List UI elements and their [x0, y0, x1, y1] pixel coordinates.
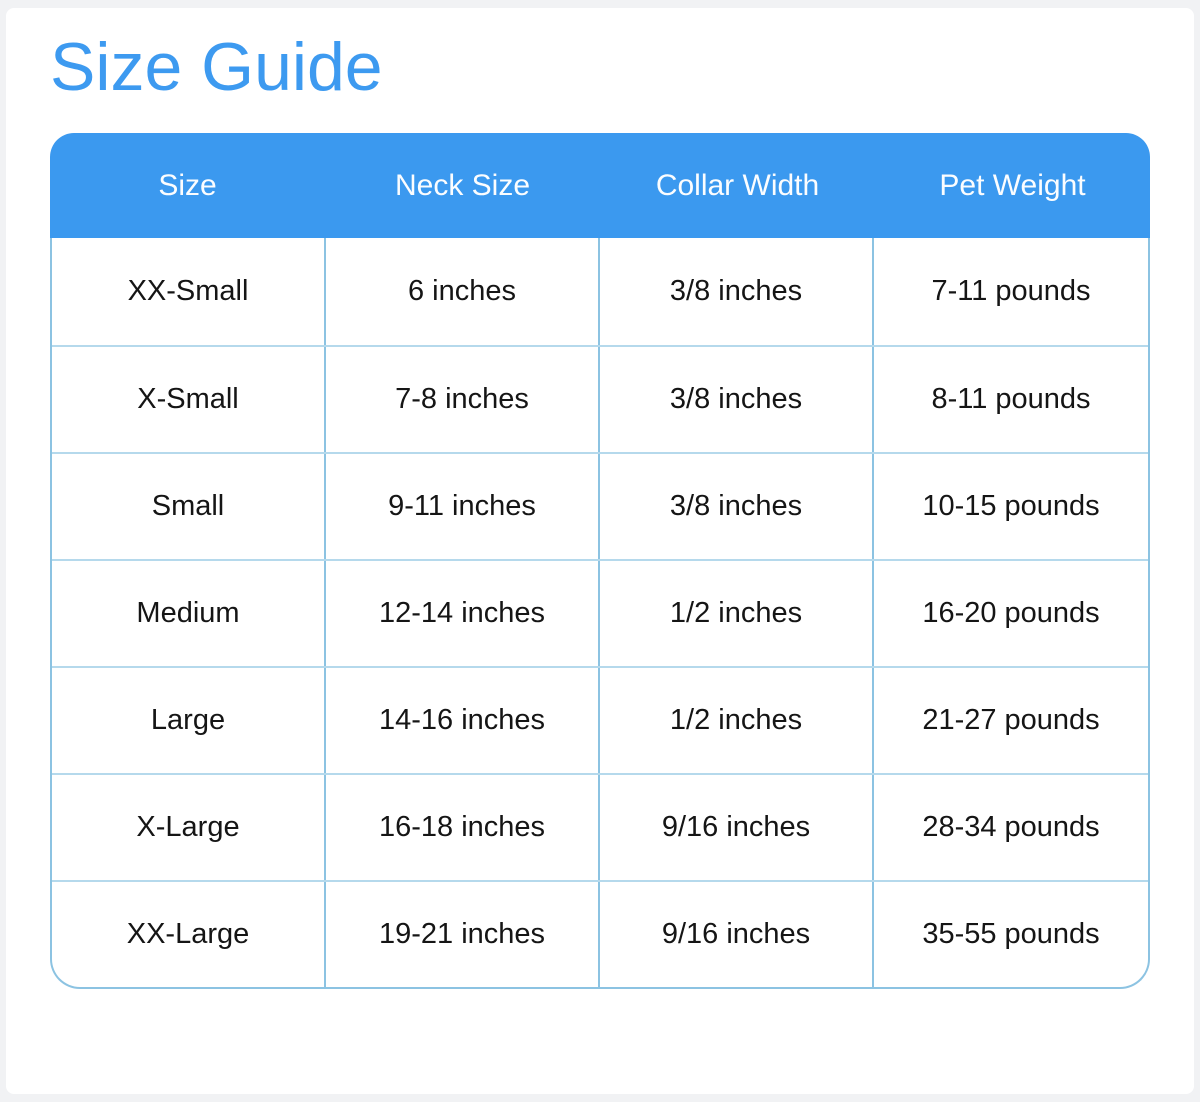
cell-collar: 9/16 inches: [600, 775, 874, 880]
cell-collar: 1/2 inches: [600, 561, 874, 666]
cell-size: XX-Large: [52, 882, 326, 987]
table-row-xx-large: XX-Large 19-21 inches 9/16 inches 35-55 …: [52, 880, 1148, 987]
cell-weight: 7-11 pounds: [931, 275, 1091, 307]
table-row-x-small: X-Small 7-8 inches 3/8 inches 8-11 pound…: [52, 345, 1148, 452]
cell-neck: 7-8 inches: [326, 347, 600, 452]
cell-collar: 3/8 inches: [600, 454, 874, 559]
header-cell-collar-width: Collar Width: [655, 168, 820, 202]
table-row-xx-small: XX-Small 6 inches 3/8 inches 7-11 pounds: [52, 238, 1148, 345]
cell-collar: 9/16 inches: [600, 882, 874, 987]
table-header-row: Size Neck Size Collar Width Pet Weight: [50, 133, 1150, 238]
cell-size: X-Small: [52, 347, 326, 452]
size-guide-table: Size Neck Size Collar Width Pet Weight X…: [50, 133, 1150, 989]
cell-collar: 1/2 inches: [600, 668, 874, 773]
cell-weight: 21-27 pounds: [922, 704, 1100, 736]
header-cell-neck-size: Neck Size: [394, 168, 531, 202]
cell-size: Medium: [52, 561, 326, 666]
cell-weight: 10-15 pounds: [922, 490, 1100, 522]
cell-neck: 14-16 inches: [326, 668, 600, 773]
cell-weight: 8-11 pounds: [931, 383, 1091, 415]
table-row-small: Small 9-11 inches 3/8 inches 10-15 pound…: [52, 452, 1148, 559]
table-body: XX-Small 6 inches 3/8 inches 7-11 pounds…: [50, 238, 1150, 989]
cell-size: XX-Small: [52, 238, 326, 345]
cell-collar: 3/8 inches: [600, 347, 874, 452]
cell-collar: 3/8 inches: [600, 238, 874, 345]
header-cell-pet-weight: Pet Weight: [939, 168, 1086, 202]
table-row-medium: Medium 12-14 inches 1/2 inches 16-20 pou…: [52, 559, 1148, 666]
cell-neck: 12-14 inches: [326, 561, 600, 666]
table-row-x-large: X-Large 16-18 inches 9/16 inches 28-34 p…: [52, 773, 1148, 880]
header-cell-size: Size: [158, 168, 217, 202]
cell-neck: 19-21 inches: [326, 882, 600, 987]
cell-weight: 35-55 pounds: [922, 918, 1100, 950]
size-guide-card: Size Guide Size Neck Size Collar Width P…: [6, 8, 1194, 1094]
cell-size: Small: [52, 454, 326, 559]
cell-neck: 16-18 inches: [326, 775, 600, 880]
cell-size: Large: [52, 668, 326, 773]
cell-size: X-Large: [52, 775, 326, 880]
cell-neck: 6 inches: [326, 238, 600, 345]
cell-weight: 16-20 pounds: [922, 597, 1100, 629]
table-row-large: Large 14-16 inches 1/2 inches 21-27 poun…: [52, 666, 1148, 773]
page-title: Size Guide: [50, 29, 383, 105]
cell-neck: 9-11 inches: [326, 454, 600, 559]
cell-weight: 28-34 pounds: [922, 811, 1100, 843]
